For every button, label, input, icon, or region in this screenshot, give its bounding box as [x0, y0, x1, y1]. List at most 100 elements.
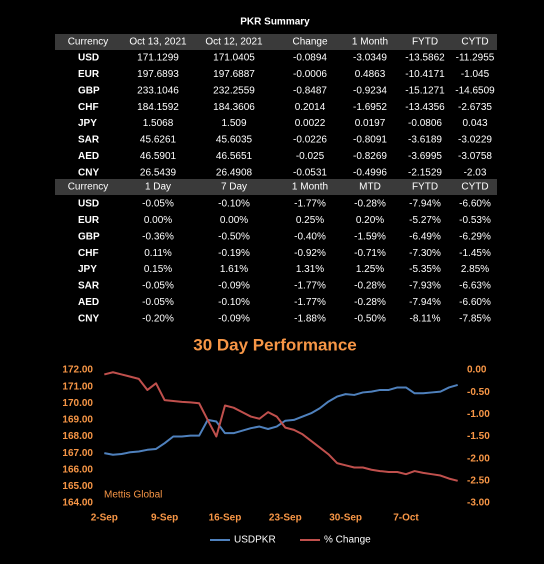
cell: -7.94% [409, 199, 441, 210]
y-tick-label: 164.00 [62, 498, 93, 509]
y2-tick-label: -1.50 [467, 431, 490, 442]
cell: 0.0197 [355, 118, 386, 129]
cell: -13.5862 [405, 53, 445, 64]
cell: -3.0349 [353, 53, 387, 64]
cell: -2.03 [464, 167, 487, 178]
cell: -11.2955 [456, 53, 495, 64]
cell: -1.88% [294, 313, 326, 324]
cell: 0.043 [462, 118, 487, 129]
cell: 45.6035 [216, 135, 253, 146]
cell: 26.4908 [216, 167, 253, 178]
cell: -0.0226 [293, 135, 327, 146]
cell: 1.509 [221, 118, 246, 129]
cell: -15.1271 [405, 85, 445, 96]
cell: -0.05% [142, 297, 174, 308]
cell: -0.0806 [408, 118, 442, 129]
cell: -0.28% [354, 297, 386, 308]
cell: -0.05% [142, 281, 174, 292]
y-tick-label: 167.00 [62, 448, 93, 459]
header-row [55, 179, 497, 195]
cell: 184.1592 [137, 102, 179, 113]
cell: -14.6509 [455, 85, 495, 96]
cell: 46.5651 [216, 151, 253, 162]
y2-tick-label: -0.50 [467, 387, 490, 398]
row-label: USD [78, 199, 99, 210]
cell: -6.49% [409, 231, 441, 242]
row-label: SAR [78, 281, 100, 292]
cell: 0.4863 [355, 69, 386, 80]
row-label: EUR [78, 215, 100, 226]
cell: -13.4356 [405, 102, 445, 113]
column-header: Oct 13, 2021 [129, 37, 187, 48]
cell: -0.05% [142, 199, 174, 210]
cell: -6.63% [459, 281, 491, 292]
cell: -0.53% [459, 215, 491, 226]
y-tick-label: 171.00 [62, 381, 93, 392]
x-tick-label: 23-Sep [269, 513, 302, 524]
y2-tick-label: -1.00 [467, 409, 490, 420]
cell: 26.5439 [140, 167, 177, 178]
cell: -8.11% [410, 313, 441, 324]
cell: -0.9234 [353, 85, 387, 96]
cell: 232.2559 [213, 85, 255, 96]
x-tick-label: 7-Oct [393, 513, 419, 524]
cell: 0.15% [144, 264, 172, 275]
column-header: 1 Day [145, 182, 171, 193]
y-tick-label: 172.00 [62, 365, 93, 376]
cell: -0.10% [218, 199, 250, 210]
cell: -0.19% [218, 248, 250, 259]
cell: -0.28% [354, 199, 386, 210]
cell: 1.5068 [143, 118, 174, 129]
series-line [104, 371, 458, 482]
cell: -5.35% [409, 264, 441, 275]
cell: -0.8487 [293, 85, 327, 96]
x-tick-label: 16-Sep [209, 513, 242, 524]
cell: 233.1046 [137, 85, 179, 96]
y-tick-label: 168.00 [62, 431, 93, 442]
cell: -1.045 [461, 69, 490, 80]
y-tick-label: 169.00 [62, 415, 93, 426]
row-label: CHF [78, 102, 99, 113]
cell: -1.59% [354, 231, 386, 242]
cell: -0.4996 [353, 167, 387, 178]
cell: 0.2014 [295, 102, 326, 113]
cell: -0.10% [218, 297, 250, 308]
column-header: FYTD [412, 37, 438, 48]
row-label: EUR [78, 69, 100, 80]
x-tick-label: 9-Sep [151, 513, 178, 524]
cell: -1.77% [294, 297, 326, 308]
cell: -3.0229 [458, 135, 492, 146]
cell: 171.1299 [137, 53, 179, 64]
header-row [55, 34, 497, 50]
y2-tick-label: 0.00 [467, 365, 487, 376]
column-header: Currency [68, 37, 109, 48]
cell: 1.25% [356, 264, 384, 275]
cell: -7.94% [409, 297, 441, 308]
cell: -0.0531 [293, 167, 327, 178]
chart: 164.00 165.00 166.00 167.00 168.00 169.00 170.… [62, 365, 490, 546]
row-label: CNY [78, 313, 99, 324]
cell: 184.3606 [213, 102, 255, 113]
cell: -0.09% [218, 313, 250, 324]
column-header: 7 Day [221, 182, 247, 193]
column-header: FYTD [412, 182, 438, 193]
cell: 46.5901 [140, 151, 177, 162]
cell: -2.6735 [458, 102, 492, 113]
cell: -0.0006 [293, 69, 327, 80]
cell: -1.77% [294, 199, 326, 210]
cell: -0.50% [354, 313, 386, 324]
cell: 0.00% [144, 215, 172, 226]
tables: Currency Oct 13, 2021 Oct 12, 2021 Change 1 … [55, 34, 497, 324]
y-tick-label: 166.00 [62, 464, 93, 475]
cell: -1.45% [459, 248, 491, 259]
x-tick-label: 30-Sep [329, 513, 362, 524]
y2-tick-label: -3.00 [467, 498, 490, 509]
cell: 0.0022 [295, 118, 326, 129]
cell: -0.8269 [353, 151, 387, 162]
y-tick-label: 165.00 [62, 481, 93, 492]
row-label: SAR [78, 135, 100, 146]
cell: -3.6995 [408, 151, 442, 162]
row-label: GBP [78, 231, 100, 242]
row-label: AED [78, 297, 99, 308]
